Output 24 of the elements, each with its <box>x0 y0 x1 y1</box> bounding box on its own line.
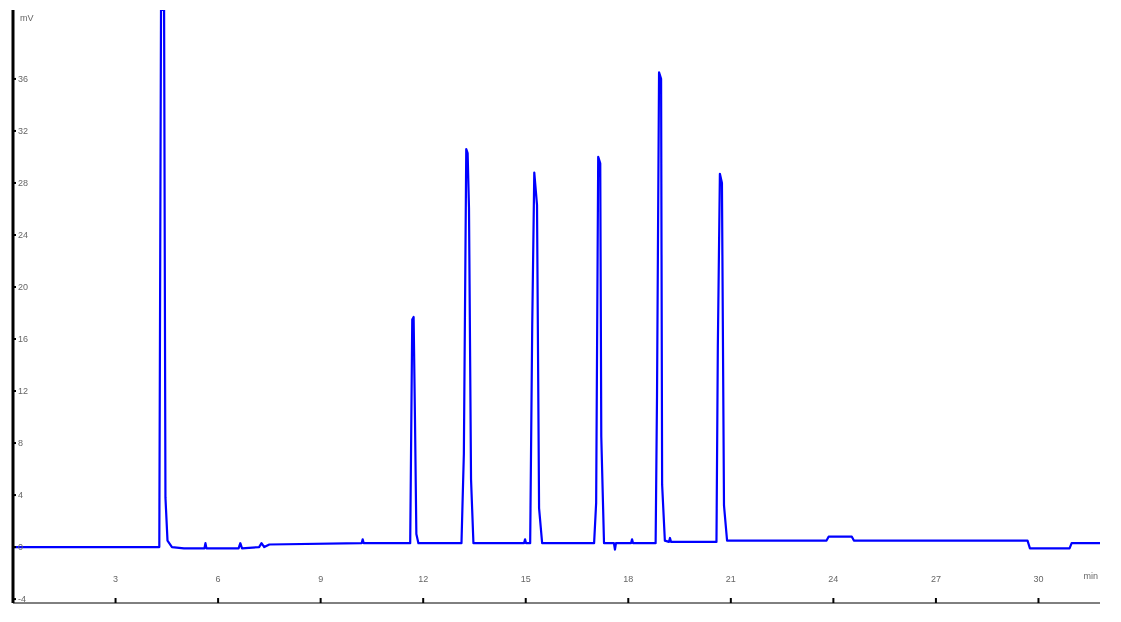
y-tick-label: 4 <box>18 490 24 501</box>
y-tick-label: 24 <box>18 230 29 241</box>
y-axis-title: mV <box>20 13 34 24</box>
x-tick-label: 21 <box>725 574 736 584</box>
y-tick-label: 16 <box>18 334 29 345</box>
y-tick-label: 8 <box>18 438 24 449</box>
y-tick-label: 28 <box>18 178 29 189</box>
x-tick-label: 15 <box>520 574 531 584</box>
x-axis-title: min <box>1083 571 1098 582</box>
y-tick-label: 20 <box>18 282 29 293</box>
y-tick-label: 32 <box>18 126 29 137</box>
y-tick-label: 12 <box>18 386 29 397</box>
y-tick-label: -4 <box>18 594 27 605</box>
x-tick-label: 30 <box>1033 574 1044 584</box>
x-tick-label: 24 <box>828 574 839 584</box>
x-tick-label: 6 <box>215 574 221 584</box>
x-tick-label: 18 <box>623 574 634 584</box>
x-tick-label: 12 <box>418 574 429 584</box>
x-tick-label: 3 <box>113 574 119 584</box>
x-tick-label: 27 <box>930 574 941 584</box>
y-tick-label: 36 <box>18 74 29 85</box>
x-tick-label: 9 <box>318 574 324 584</box>
y-tick-label: 0 <box>18 542 24 553</box>
line-series <box>13 10 1100 551</box>
